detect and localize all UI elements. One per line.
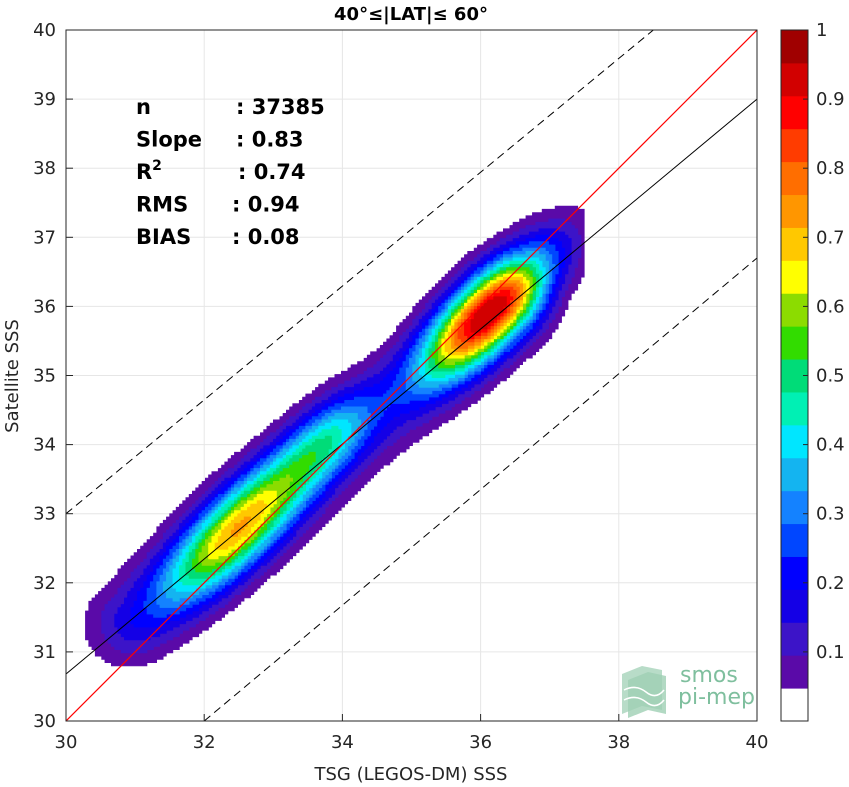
x-tick-label: 30: [55, 732, 78, 753]
contour-level: [470, 296, 507, 333]
x-tick-label: 38: [607, 732, 630, 753]
colorbar-segment: [781, 95, 808, 130]
stat-value: : 0.74: [238, 160, 306, 184]
reference-lines: [66, 30, 757, 721]
y-tick-label: 34: [33, 435, 56, 456]
colorbar-tick-label: 0.2: [816, 573, 845, 594]
x-tick-label: 40: [746, 732, 769, 753]
colorbar-segment: [781, 490, 808, 525]
colorbar-segment: [781, 424, 808, 459]
stat-label: BIAS: [136, 225, 191, 249]
colorbar-tick-label: 0.9: [816, 89, 845, 110]
stat-label: R2: [136, 158, 162, 184]
colorbar-segment: [781, 688, 808, 722]
y-tick-label: 39: [33, 89, 56, 110]
smos-pimep-logo: smos pi-mep: [622, 663, 755, 718]
stat-label: Slope: [136, 128, 202, 152]
logo-text-smos: smos: [680, 663, 738, 688]
y-tick-label: 33: [33, 504, 56, 525]
upper-bound-line: [66, 30, 654, 515]
stat-label: n: [136, 95, 151, 119]
y-axis-label: Satellite SSS: [2, 319, 23, 433]
colorbar-tick-label: 0.3: [816, 504, 845, 525]
stat-value: : 37385: [236, 95, 325, 119]
colorbar-segment: [781, 391, 808, 426]
colorbar-segment: [781, 457, 808, 492]
x-tick-label: 32: [193, 732, 216, 753]
logo-text-pimep: pi-mep: [678, 685, 755, 710]
y-tick-label: 32: [33, 573, 56, 594]
colorbar-tick-label: 0.7: [816, 227, 845, 248]
y-tick-label: 37: [33, 227, 56, 248]
y-tick-label: 30: [33, 711, 56, 732]
colorbar-segment: [781, 161, 808, 196]
colorbar-segment: [781, 523, 808, 557]
lower-bound-line: [203, 257, 757, 721]
identity-line: [66, 30, 757, 721]
colorbar-segment: [781, 30, 808, 64]
colorbar-tick-label: 0.5: [816, 366, 845, 387]
y-tick-label: 40: [33, 20, 56, 41]
stat-value: : 0.94: [232, 193, 300, 217]
colorbar-segment: [781, 655, 808, 689]
regression-line: [66, 98, 757, 675]
colorbar-tick-label: 0.6: [816, 296, 845, 317]
y-tick-label: 35: [33, 366, 56, 387]
axis-ticks: 30 32 34 36 38 40 30 31 32 33 34 35 36 37 38 39 40: [33, 20, 768, 753]
colorbar-segment: [781, 62, 808, 97]
chart-title: 40°≤|LAT|≤ 60°: [334, 4, 488, 25]
logo-mark-icon: [622, 666, 666, 718]
y-tick-label: 36: [33, 296, 56, 317]
colorbar-tick-label: 0.8: [816, 158, 845, 179]
colorbar-segment: [781, 556, 808, 590]
colorbar-segment: [781, 194, 808, 228]
stat-value: : 0.08: [232, 225, 300, 249]
x-axis-label: TSG (LEGOS-DM) SSS: [314, 764, 508, 785]
y-tick-label: 38: [33, 158, 56, 179]
x-tick-label: 34: [331, 732, 354, 753]
colorbar-segment: [781, 326, 808, 360]
colorbar-tick-label: 0.1: [816, 642, 845, 663]
colorbar-segment: [781, 260, 808, 294]
colorbar-tick-label: 1: [816, 20, 827, 41]
colorbar-segment: [781, 293, 808, 327]
stat-value: : 0.83: [236, 128, 304, 152]
x-tick-label: 36: [469, 732, 492, 753]
colorbar-segment: [781, 128, 808, 163]
y-tick-label: 31: [33, 642, 56, 663]
colorbar-segment: [781, 589, 808, 623]
stat-label: RMS: [136, 193, 188, 217]
colorbar-segment: [781, 622, 808, 656]
colorbar-segment: [781, 227, 808, 261]
colorbar-tick-label: 0.4: [816, 435, 845, 456]
stats-block: n : 37385 Slope : 0.83 R2 : 0.74 RMS : 0.94 BIAS…: [136, 95, 325, 249]
colorbar: 0.1 0.2 0.3 0.4 0.5 0.6 0.7 0.8 0.9 1: [780, 20, 845, 722]
